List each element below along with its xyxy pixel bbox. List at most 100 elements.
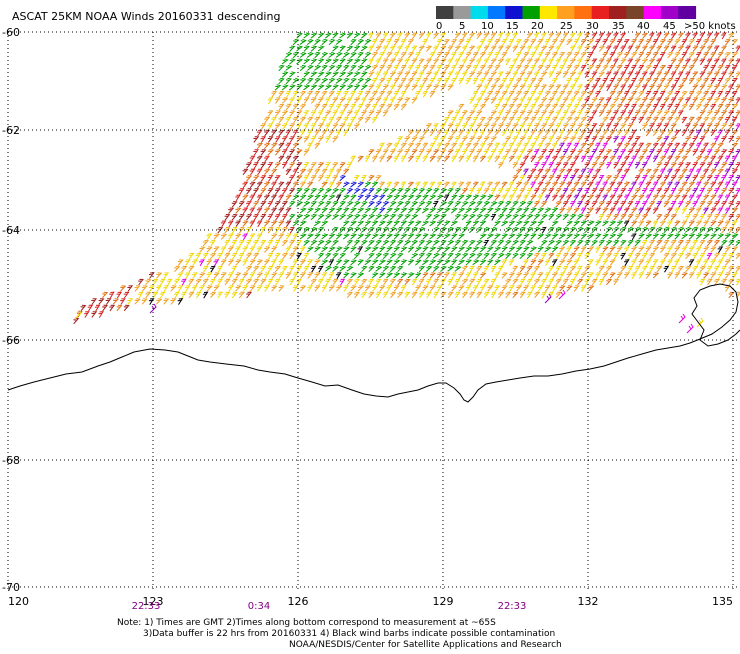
wind-barb xyxy=(487,194,494,201)
wind-barb xyxy=(357,77,365,84)
wind-barb xyxy=(663,175,670,182)
wind-barb xyxy=(501,78,508,85)
wind-barb xyxy=(570,123,577,130)
wind-barb xyxy=(501,194,508,202)
wind-barb xyxy=(562,110,569,117)
wind-barb xyxy=(508,39,515,46)
wind-barb xyxy=(318,278,324,286)
wind-barb xyxy=(530,272,537,279)
wind-barb xyxy=(519,265,526,273)
wind-barb xyxy=(717,142,724,149)
wind-barb xyxy=(264,155,270,163)
wind-barb xyxy=(289,226,295,234)
wind-barb xyxy=(425,252,433,260)
wind-barb xyxy=(588,116,594,124)
wind-barb xyxy=(274,123,282,130)
wind-barb xyxy=(721,252,728,260)
wind-barb xyxy=(386,155,393,162)
wind-barb xyxy=(695,90,703,98)
wind-barb xyxy=(472,116,479,124)
wind-barb xyxy=(335,51,343,58)
wind-barb xyxy=(627,239,634,247)
wind-barb xyxy=(306,246,314,253)
wind-barb xyxy=(731,155,738,163)
wind-barb xyxy=(260,214,267,221)
wind-barb xyxy=(541,162,547,169)
wind-barb xyxy=(497,201,505,208)
wind-barb xyxy=(274,149,281,156)
wind-barb xyxy=(321,220,329,227)
legend-swatch xyxy=(626,6,645,19)
wind-barb xyxy=(397,58,404,66)
wind-barb xyxy=(256,233,263,240)
wind-barb xyxy=(271,246,278,253)
wind-barb xyxy=(670,123,677,130)
wind-barb xyxy=(299,220,307,227)
wind-barb xyxy=(551,220,559,227)
wind-barb xyxy=(372,155,378,163)
wind-barb xyxy=(519,200,527,207)
wind-barb xyxy=(267,201,274,208)
wind-barb xyxy=(677,226,685,233)
wind-barb xyxy=(519,278,526,286)
wind-barb xyxy=(206,246,213,253)
wind-barb xyxy=(674,142,681,150)
wind-barb xyxy=(422,77,429,85)
wind-barb xyxy=(418,239,426,247)
wind-barb xyxy=(425,200,433,208)
wind-barb xyxy=(371,259,379,266)
wind-barb xyxy=(465,285,472,292)
wind-barb xyxy=(724,103,731,111)
wind-barb xyxy=(386,207,393,214)
pass-time-label: 22:33 xyxy=(132,601,161,612)
wind-barb xyxy=(616,246,623,253)
wind-barb xyxy=(426,32,432,40)
wind-barb xyxy=(555,265,562,273)
wind-barb xyxy=(228,207,235,214)
wind-barb xyxy=(91,298,98,305)
wind-barb xyxy=(584,123,591,130)
wind-barb xyxy=(591,32,598,40)
wind-barb xyxy=(447,123,454,130)
wind-barb xyxy=(642,32,649,39)
wind-barb xyxy=(555,149,562,156)
wind-barb xyxy=(440,45,447,52)
wind-barb xyxy=(551,207,559,214)
wind-barb xyxy=(289,265,295,273)
wind-barb xyxy=(418,32,425,40)
wind-barb xyxy=(306,51,314,58)
wind-barb xyxy=(652,90,659,98)
wind-barb xyxy=(559,64,565,72)
wind-barb xyxy=(580,246,587,253)
wind-barb xyxy=(479,272,487,279)
wind-barb xyxy=(332,71,339,78)
wind-barb xyxy=(548,97,555,104)
wind-barb xyxy=(224,240,231,247)
wind-barb xyxy=(357,116,364,124)
wind-barb xyxy=(397,291,404,299)
wind-barb xyxy=(235,220,242,227)
wind-barb xyxy=(444,142,451,150)
wind-barb xyxy=(386,38,393,46)
wind-barb xyxy=(688,51,696,59)
wind-barb xyxy=(317,239,325,246)
wind-barb xyxy=(282,110,289,117)
wind-barb xyxy=(501,259,508,266)
wind-barb xyxy=(566,52,573,59)
wind-barb xyxy=(638,168,645,176)
wind-barb xyxy=(318,265,324,273)
wind-barb xyxy=(595,233,602,240)
wind-barb xyxy=(735,149,740,156)
wind-barb xyxy=(703,90,710,98)
wind-barb xyxy=(728,252,735,260)
wind-barb xyxy=(480,155,487,163)
wind-barb xyxy=(598,97,605,104)
wind-barb xyxy=(696,259,702,266)
wind-barb xyxy=(206,285,213,292)
wind-barb xyxy=(724,220,731,227)
wind-barb xyxy=(299,64,307,72)
wind-barb xyxy=(498,123,505,130)
wind-barb xyxy=(667,129,674,137)
wind-barb xyxy=(415,155,421,163)
wind-barb xyxy=(375,252,383,259)
